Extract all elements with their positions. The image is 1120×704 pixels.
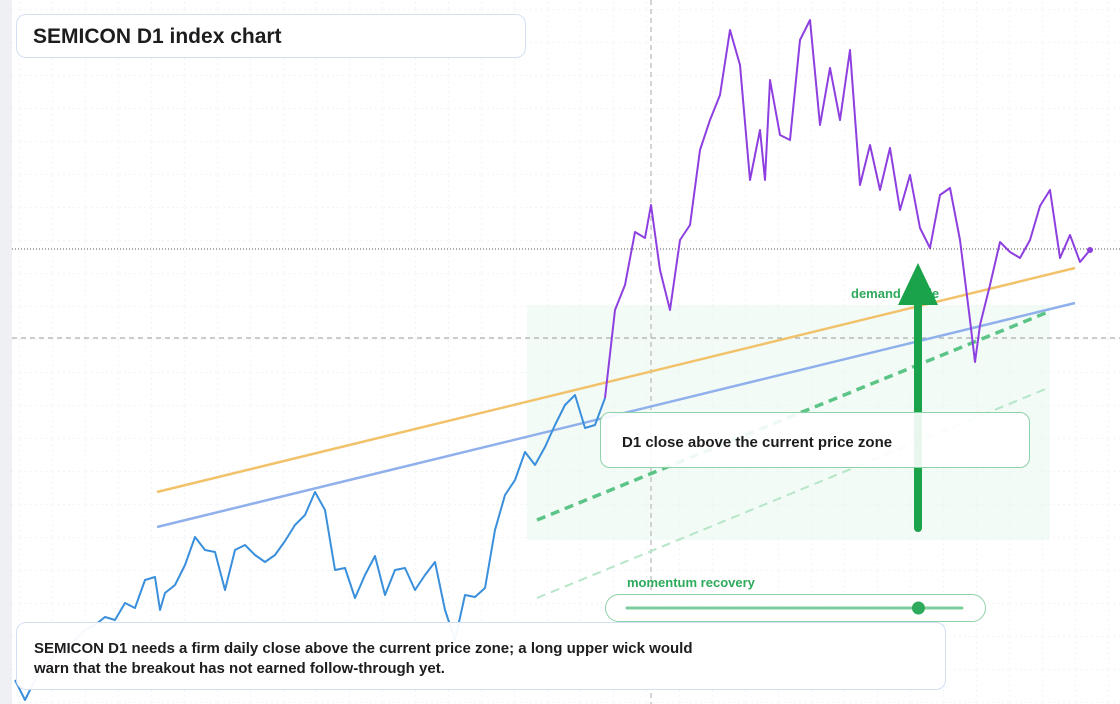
zone-label: D1 close above the current price zone (622, 434, 893, 451)
title-box: SEMICON D1 index chart (16, 14, 526, 58)
side-strip (0, 0, 12, 704)
momentum-slider (605, 594, 986, 622)
last-point (1087, 247, 1093, 253)
trend-line (536, 387, 1049, 599)
slider-track (625, 601, 964, 615)
price-line (604, 19, 1091, 399)
momentum-label: momentum recovery (627, 575, 755, 590)
slider-handle (911, 601, 925, 615)
note-box: SEMICON D1 needs a firm daily close abov… (16, 622, 946, 690)
zone-box: D1 close above the current price zone (600, 412, 1030, 468)
note-text: SEMICON D1 needs a firm daily close abov… (34, 640, 693, 677)
price-line (14, 394, 606, 701)
chart-title: SEMICON D1 index chart (33, 25, 282, 48)
